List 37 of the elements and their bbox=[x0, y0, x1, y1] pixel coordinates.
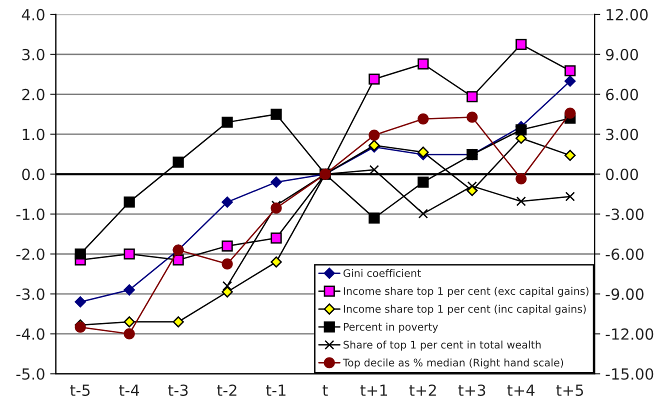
x-tick-label: t-2 bbox=[217, 384, 236, 396]
y2-tick-label: -15.00 bbox=[606, 368, 654, 380]
x-tick-label: t-5 bbox=[70, 384, 90, 396]
y2-tick-label: 6.00 bbox=[606, 88, 638, 100]
y-tick-label: -1.0 bbox=[16, 208, 44, 220]
y2-tick-label: -9.00 bbox=[606, 288, 644, 300]
y-tick-label: 1.0 bbox=[22, 128, 44, 140]
y-tick-label: 2.0 bbox=[22, 88, 44, 100]
legend-label: Gini coefficient bbox=[343, 269, 421, 278]
x-tick-label: t+1 bbox=[360, 384, 388, 396]
y2-tick-label: -12.00 bbox=[606, 328, 654, 340]
legend-label: Share of top 1 per cent in total wealth bbox=[344, 340, 541, 351]
legend-label: Percent in poverty bbox=[344, 322, 438, 333]
y-tick-label: -5.0 bbox=[16, 368, 44, 380]
y2-tick-label: -6.00 bbox=[606, 248, 644, 260]
x-tick-label: t+3 bbox=[458, 384, 486, 396]
y2-tick-label: 9.00 bbox=[606, 48, 638, 60]
y2-tick-label: -3.00 bbox=[606, 208, 644, 220]
y-tick-label: -2.0 bbox=[16, 248, 44, 260]
y-tick-label: 0.0 bbox=[22, 168, 44, 180]
y2-tick-label: 0.00 bbox=[606, 168, 638, 180]
y-tick-label: -4.0 bbox=[16, 328, 44, 340]
x-tick-label: t+2 bbox=[409, 384, 436, 396]
legend-label: Top decile as % median (Right hand scale) bbox=[342, 358, 564, 369]
y-tick-label: -3.0 bbox=[16, 288, 44, 300]
x-tick-label: t-1 bbox=[266, 384, 286, 396]
x-tick-label: t-4 bbox=[119, 384, 140, 396]
y-tick-label: 3.0 bbox=[22, 48, 44, 60]
y2-tick-label: 3.00 bbox=[606, 128, 638, 140]
legend-label: Income share top 1 per cent (inc capital gains) bbox=[344, 304, 586, 315]
x-tick-label: t+5 bbox=[556, 384, 584, 396]
x-tick-label: t-3 bbox=[168, 384, 188, 396]
legend-label: Income share top 1 per cent (exc capital gains) bbox=[344, 286, 588, 297]
y2-tick-label: 12.00 bbox=[606, 8, 648, 20]
x-tick-label: t+4 bbox=[507, 384, 535, 396]
x-tick-label: t bbox=[322, 385, 328, 396]
y-tick-label: 4.0 bbox=[22, 8, 44, 20]
